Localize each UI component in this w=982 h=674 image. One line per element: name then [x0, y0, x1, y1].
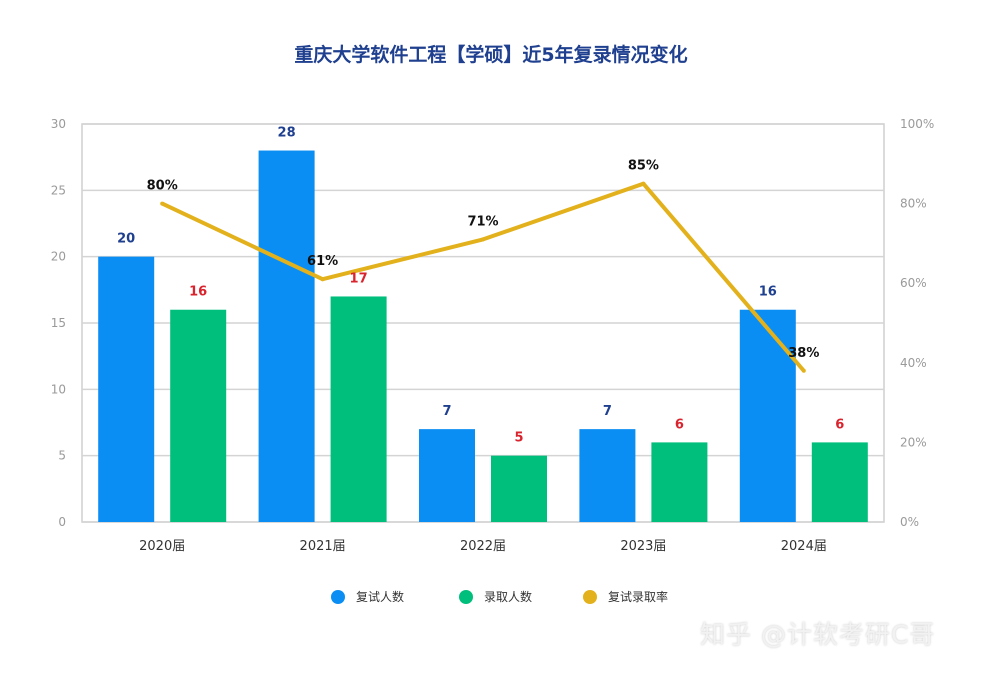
- bar-value-label: 17: [350, 271, 368, 286]
- line-point: [801, 368, 806, 373]
- chart-title: 重庆大学软件工程【学硕】近5年复录情况变化: [294, 44, 688, 66]
- bar-value-label: 16: [759, 285, 777, 300]
- legend-label[interactable]: 复试录取率: [608, 589, 668, 604]
- bar-录取人数-2021届: [330, 296, 387, 522]
- x-tick-label: 2020届: [139, 539, 185, 554]
- right-axis: 0% 20% 40% 60% 80% 100%: [900, 117, 934, 529]
- bar-value-label: 6: [835, 417, 844, 432]
- right-tick-label: 100%: [900, 117, 934, 131]
- line-point: [320, 277, 325, 282]
- x-tick-label: 2023届: [620, 539, 666, 554]
- left-tick-label: 20: [51, 250, 66, 264]
- bar-录取人数-2023届: [651, 442, 708, 522]
- x-tick-label: 2022届: [460, 539, 506, 554]
- line-point: [160, 201, 165, 206]
- line-value-label: 38%: [788, 346, 819, 361]
- bar-录取人数-2024届: [811, 442, 868, 522]
- bar-录取人数-2022届: [491, 455, 547, 522]
- right-tick-label: 0%: [900, 515, 919, 529]
- bar-复试人数-2020届: [98, 256, 155, 522]
- bar-value-label: 7: [603, 404, 612, 419]
- line-point: [641, 181, 646, 186]
- x-tick-label: 2024届: [781, 539, 827, 554]
- right-tick-label: 80%: [900, 197, 927, 211]
- rate-line: [160, 181, 806, 373]
- right-tick-label: 40%: [900, 356, 927, 370]
- left-tick-label: 0: [58, 515, 66, 529]
- line-value-label: 71%: [467, 214, 498, 229]
- bar-复试人数-2023届: [579, 429, 636, 522]
- x-tick-label: 2021届: [300, 539, 346, 554]
- bar-value-label: 28: [278, 126, 296, 141]
- left-tick-label: 15: [51, 316, 66, 330]
- bar-value-label: 6: [675, 417, 684, 432]
- line-value-label: 85%: [628, 159, 659, 174]
- bar-value-label: 7: [442, 404, 451, 419]
- left-axis: 0 5 10 15 20 25 30: [51, 117, 66, 529]
- bar-value-label: 20: [117, 232, 135, 247]
- data-labels: 20 28 7 7 16 16 17 5 6 6 80% 61% 71% 85% 38%: [117, 126, 844, 446]
- left-tick-label: 25: [51, 183, 66, 197]
- legend: 复试人数 录取人数 复试录取率: [331, 589, 668, 604]
- left-tick-label: 5: [58, 449, 66, 463]
- left-tick-label: 10: [51, 382, 66, 396]
- legend-marker: [583, 590, 597, 604]
- left-tick-label: 30: [51, 117, 66, 131]
- line-value-label: 61%: [307, 254, 338, 269]
- bar-value-label: 16: [189, 285, 207, 300]
- bar-录取人数-2020届: [170, 309, 227, 522]
- line-复试录取率: [161, 181, 806, 373]
- bar-value-label: 5: [514, 431, 523, 446]
- bar-复试人数-2022届: [419, 429, 475, 522]
- legend-label[interactable]: 录取人数: [484, 589, 532, 604]
- legend-marker: [331, 590, 345, 604]
- x-axis: 2020届 2021届 2022届 2023届 2024届: [139, 539, 827, 554]
- bar-复试人数-2021届: [258, 150, 315, 523]
- bars: [98, 150, 868, 523]
- legend-label[interactable]: 复试人数: [356, 589, 404, 604]
- line-value-label: 80%: [147, 179, 178, 194]
- right-tick-label: 60%: [900, 276, 927, 290]
- line-point: [481, 237, 485, 242]
- bar-复试人数-2024届: [739, 309, 796, 522]
- legend-marker: [459, 590, 473, 604]
- watermark: 知乎 @计软考研C哥: [700, 620, 936, 649]
- right-tick-label: 20%: [900, 435, 927, 449]
